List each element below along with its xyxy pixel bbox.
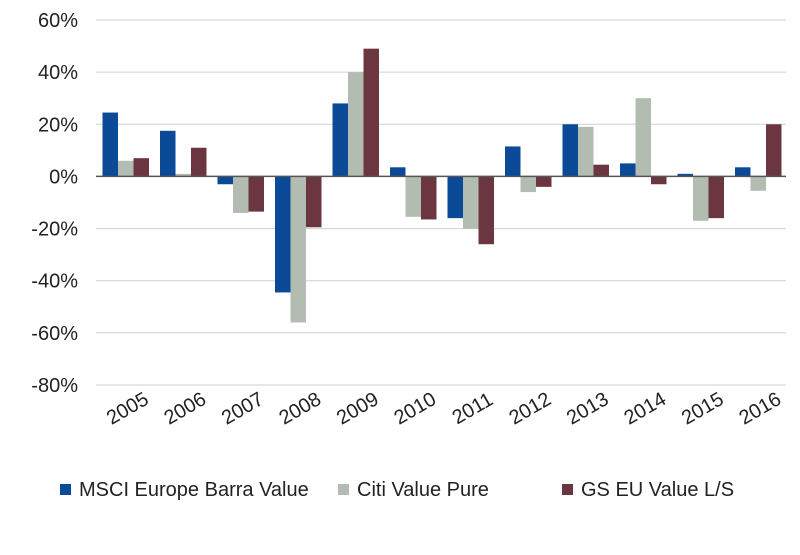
legend: MSCI Europe Barra Value Citi Value Pure GS… <box>60 479 734 501</box>
x-tick-label: 2008 <box>275 388 325 429</box>
bar-citi-value-pure-2014 <box>635 98 651 177</box>
x-tick-label: 2005 <box>103 388 153 429</box>
bar-gs-eu-value-l-s-2012 <box>536 176 552 187</box>
bar-msci-europe-barra-value-2006 <box>160 130 176 177</box>
bar-gs-eu-value-l-s-2015 <box>708 176 724 219</box>
y-tick-label: -40% <box>31 271 78 293</box>
y-tick-label: 40% <box>38 62 78 84</box>
bar-gs-eu-value-l-s-2011 <box>478 176 494 245</box>
x-tick-label: 2014 <box>620 388 670 429</box>
legend-label: GS EU Value L/S <box>581 479 734 501</box>
x-tick-label: 2009 <box>333 388 383 429</box>
bar-citi-value-pure-2009 <box>348 72 364 177</box>
y-tick-label: -80% <box>31 375 78 397</box>
legend-label: Citi Value Pure <box>357 479 489 501</box>
x-tick-label: 2013 <box>563 388 613 429</box>
bar-msci-europe-barra-value-2008 <box>275 176 291 293</box>
bar-citi-value-pure-2007 <box>233 176 249 213</box>
x-tick-label: 2016 <box>735 388 785 429</box>
bar-msci-europe-barra-value-2016 <box>735 167 751 177</box>
x-tick-label: 2011 <box>449 389 497 430</box>
bar-citi-value-pure-2005 <box>118 160 134 177</box>
bars <box>102 48 782 323</box>
bar-citi-value-pure-2015 <box>693 176 709 221</box>
bar-msci-europe-barra-value-2009 <box>332 103 348 177</box>
bar-msci-europe-barra-value-2011 <box>447 176 463 219</box>
bar-gs-eu-value-l-s-2016 <box>766 124 782 177</box>
x-tick-label: 2015 <box>678 388 728 429</box>
bar-msci-europe-barra-value-2015 <box>677 173 693 177</box>
bar-gs-eu-value-l-s-2009 <box>363 48 379 177</box>
y-tick-label: -20% <box>31 219 78 241</box>
x-tick-label: 2012 <box>505 388 555 429</box>
bar-gs-eu-value-l-s-2006 <box>191 147 207 177</box>
bar-gs-eu-value-l-s-2005 <box>133 158 149 177</box>
bar-citi-value-pure-2012 <box>520 176 536 193</box>
legend-label: MSCI Europe Barra Value <box>79 479 309 501</box>
x-tick-label: 2007 <box>218 388 268 429</box>
bar-citi-value-pure-2011 <box>463 176 479 229</box>
bar-gs-eu-value-l-s-2013 <box>593 164 609 177</box>
x-axis-tick-labels: 2005 2006 2007 2008 2009 2010 2011 2012 2013 2014… <box>103 388 785 429</box>
bar-citi-value-pure-2010 <box>405 176 421 217</box>
legend-swatch <box>562 484 573 495</box>
bar-citi-value-pure-2016 <box>750 176 766 191</box>
y-tick-label: 20% <box>38 114 78 136</box>
x-tick-label: 2006 <box>160 388 210 429</box>
bar-gs-eu-value-l-s-2008 <box>306 176 322 228</box>
legend-swatch <box>60 484 71 495</box>
bar-gs-eu-value-l-s-2007 <box>248 176 264 212</box>
bar-msci-europe-barra-value-2007 <box>217 176 233 185</box>
bar-msci-europe-barra-value-2005 <box>102 112 118 177</box>
bar-gs-eu-value-l-s-2010 <box>421 176 437 220</box>
y-tick-label: 60% <box>38 10 78 32</box>
bar-citi-value-pure-2008 <box>290 176 306 323</box>
y-tick-label: 0% <box>49 166 78 188</box>
legend-swatch <box>338 484 349 495</box>
y-tick-label: -60% <box>31 323 78 345</box>
x-tick-label: 2010 <box>390 388 440 429</box>
y-axis-tick-labels: 60% 40% 20% 0% -20% -40% -60% -80% <box>31 10 78 397</box>
bar-gs-eu-value-l-s-2014 <box>651 176 667 185</box>
bar-msci-europe-barra-value-2012 <box>505 146 521 177</box>
bar-msci-europe-barra-value-2010 <box>390 167 406 177</box>
gridlines <box>96 19 786 386</box>
bar-citi-value-pure-2006 <box>175 173 191 177</box>
bar-msci-europe-barra-value-2014 <box>620 163 636 177</box>
bar-citi-value-pure-2013 <box>578 126 594 177</box>
bar-msci-europe-barra-value-2013 <box>562 124 578 177</box>
